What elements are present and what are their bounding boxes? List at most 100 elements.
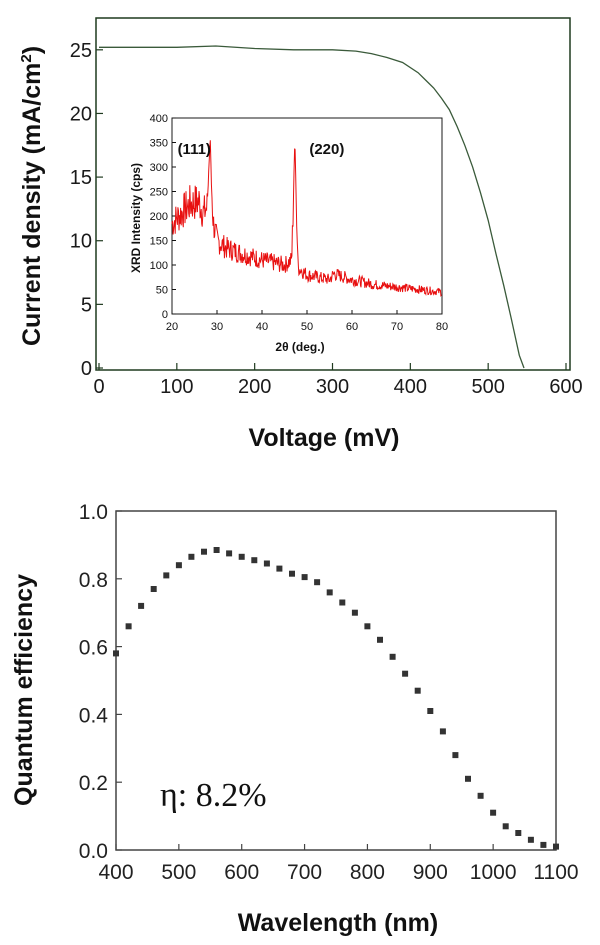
jv-x-tick: 300	[316, 363, 349, 398]
qe-x-tick-label: 400	[98, 861, 133, 884]
xrd-series-line	[171, 140, 442, 297]
qe-point	[201, 548, 207, 555]
xrd-x-tick: 50	[301, 310, 313, 333]
qe-x-tick: 400	[98, 844, 134, 884]
jv-y-tick-label: 20	[70, 103, 92, 125]
qe-point	[289, 570, 295, 577]
jv-y-tick: 10	[70, 231, 103, 253]
qe-y-tick-label: 0.0	[79, 840, 108, 863]
jv-x-tick: 0	[93, 363, 105, 398]
jv-x-tick-label: 500	[471, 376, 504, 398]
qe-point	[226, 550, 233, 557]
xrd-x-tick: 80	[436, 310, 448, 333]
xrd-peak-label: (111)	[178, 141, 211, 158]
xrd-y-tick: 0	[162, 309, 176, 321]
xrd-x-axis-title: 2θ (deg.)	[275, 340, 324, 354]
xrd-y-tick-label: 350	[150, 138, 168, 150]
xrd-x-tick: 70	[391, 310, 403, 333]
jv-x-tick-label: 0	[93, 376, 104, 398]
qe-chart: 0.0 0.2 0.4 0.6 0.8 1.0 400 500 600 700 800 900 100…	[10, 501, 579, 937]
jv-x-tick: 100	[160, 363, 194, 398]
jv-y-tick-label: 25	[70, 40, 92, 62]
jv-y-tick-label: 0	[81, 358, 92, 380]
qe-x-tick-label: 900	[413, 861, 448, 884]
qe-x-axis-title: Wavelength (nm)	[238, 909, 438, 937]
qe-y-tick-label: 0.4	[79, 704, 109, 727]
qe-point	[113, 650, 119, 657]
qe-x-tick-label: 600	[224, 861, 259, 884]
qe-point	[213, 547, 220, 553]
jv-y-tick-label: 10	[70, 231, 92, 253]
qe-x-tick: 500	[161, 844, 196, 884]
xrd-y-tick: 50	[156, 285, 176, 297]
qe-y-axis-title: Quantum efficiency	[10, 574, 38, 806]
qe-plot-frame	[115, 510, 557, 851]
qe-point	[502, 823, 509, 830]
xrd-y-axis-title: XRD Intensity (cps)	[129, 163, 143, 273]
qe-point	[477, 792, 484, 799]
xrd-y-tick-label: 250	[150, 187, 168, 199]
qe-x-tick-label: 1100	[533, 861, 578, 884]
jv-x-tick: 500	[471, 363, 505, 398]
qe-point	[238, 553, 245, 560]
jv-x-tick: 600	[549, 363, 583, 398]
qe-point	[339, 599, 346, 606]
qe-point	[427, 708, 434, 714]
qe-point	[351, 609, 358, 616]
xrd-y-tick-label: 400	[150, 113, 168, 125]
jv-series-line	[99, 45, 525, 369]
xrd-y-tick-label: 300	[150, 162, 168, 174]
jv-y-axis-title-sup: 2	[18, 54, 35, 62]
xrd-x-tick-label: 20	[166, 321, 178, 333]
qe-point	[527, 836, 534, 843]
qe-x-tick: 1000	[470, 844, 517, 884]
jv-x-tick-label: 300	[316, 376, 349, 398]
xrd-x-tick: 30	[211, 310, 223, 333]
qe-point	[377, 636, 383, 643]
jv-x-tick: 400	[394, 363, 427, 398]
qe-x-tick: 700	[287, 844, 322, 884]
qe-x-tick-label: 1000	[470, 861, 517, 884]
qe-point	[540, 841, 547, 848]
jv-x-tick-label: 100	[160, 376, 193, 398]
qe-point	[188, 553, 195, 560]
qe-point	[175, 562, 182, 569]
qe-y-tick: 0.4	[79, 704, 122, 727]
qe-y-ticks: 0.0 0.2 0.4 0.6 0.8 1.0	[79, 501, 122, 863]
qe-x-tick: 600	[224, 844, 259, 884]
qe-point	[301, 574, 308, 581]
xrd-x-tick-label: 30	[211, 321, 223, 333]
xrd-peak-labels: (111) (220)	[178, 141, 345, 158]
xrd-x-tick: 60	[346, 310, 358, 333]
xrd-y-tick: 400	[150, 113, 176, 125]
jv-y-tick-label: 5	[81, 294, 92, 316]
qe-annotation: η: 8.2%	[160, 777, 267, 814]
xrd-y-tick-label: 200	[150, 211, 168, 223]
qe-y-tick: 0.2	[79, 772, 122, 795]
jv-x-ticks: 0 100 200 300 400 500 600	[93, 363, 583, 398]
qe-point	[138, 602, 145, 609]
qe-y-tick: 1.0	[79, 501, 122, 524]
qe-point	[402, 670, 409, 677]
xrd-y-tick-label: 0	[162, 309, 168, 321]
qe-x-tick-label: 500	[161, 861, 196, 884]
qe-y-tick-label: 0.6	[79, 637, 108, 660]
xrd-y-tick: 100	[150, 260, 176, 272]
qe-point	[326, 589, 333, 596]
jv-x-tick-label: 200	[238, 376, 271, 398]
jv-x-axis-title: Voltage (mV)	[249, 424, 400, 452]
qe-y-tick: 0.8	[79, 569, 122, 592]
xrd-y-tick: 250	[150, 187, 176, 199]
qe-point	[490, 809, 497, 816]
xrd-curve	[171, 140, 442, 297]
qe-y-tick: 0.6	[79, 637, 122, 660]
qe-x-tick: 900	[413, 844, 448, 884]
qe-x-tick-label: 800	[350, 861, 385, 884]
qe-point	[389, 653, 396, 660]
qe-x-tick-label: 700	[287, 861, 322, 884]
qe-point	[364, 623, 371, 630]
jv-y-tick: 15	[70, 167, 103, 189]
xrd-y-tick: 350	[150, 138, 176, 150]
xrd-x-tick-label: 70	[391, 321, 403, 333]
